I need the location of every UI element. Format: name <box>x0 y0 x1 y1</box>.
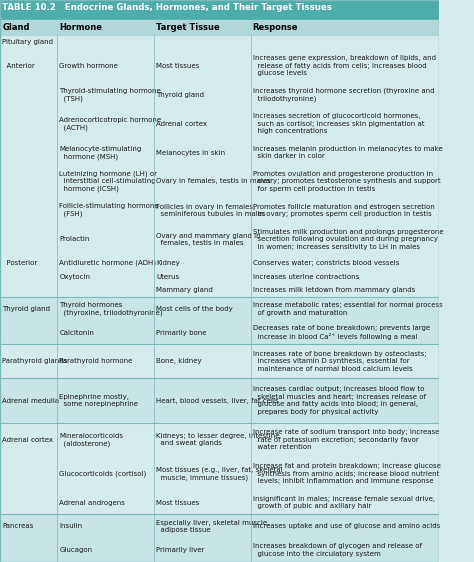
Bar <box>0 20 439 35</box>
Bar <box>0 423 439 457</box>
Text: Posterior: Posterior <box>2 260 37 266</box>
Bar <box>0 297 439 321</box>
Bar <box>0 283 439 297</box>
Text: Pancreas: Pancreas <box>2 523 34 529</box>
Text: Follicles in ovary in females,
  seminiferous tubules in males: Follicles in ovary in females, seminifer… <box>156 203 265 217</box>
Text: Follicle-stimulating hormone
  (FSH): Follicle-stimulating hormone (FSH) <box>59 203 159 217</box>
Text: Most tissues: Most tissues <box>156 63 199 69</box>
Text: Target Tissue: Target Tissue <box>156 23 220 32</box>
Text: Most tissues: Most tissues <box>156 500 199 506</box>
Text: Kidneys; to lesser degree, intestine
  and sweat glands: Kidneys; to lesser degree, intestine and… <box>156 433 280 446</box>
Text: Calcitonin: Calcitonin <box>59 329 94 336</box>
Text: Primarily bone: Primarily bone <box>156 329 207 336</box>
Text: Adrenocorticotropic hormone
  (ACTH): Adrenocorticotropic hormone (ACTH) <box>59 117 162 131</box>
Text: Bone, kidney: Bone, kidney <box>156 359 201 364</box>
Text: Pituitary gland: Pituitary gland <box>2 39 53 45</box>
Text: Gland: Gland <box>2 23 30 32</box>
Text: Prolactin: Prolactin <box>59 236 90 242</box>
Bar <box>0 514 439 538</box>
Text: Ovary and mammary gland in
  females, testis in males: Ovary and mammary gland in females, test… <box>156 233 261 246</box>
Bar <box>0 457 439 491</box>
Text: Increases uterine contractions: Increases uterine contractions <box>253 274 359 279</box>
Text: Kidney: Kidney <box>156 260 180 266</box>
Text: Uterus: Uterus <box>156 274 179 279</box>
Text: Increases milk letdown from mammary glands: Increases milk letdown from mammary glan… <box>253 287 415 293</box>
Text: Most tissues (e.g., liver, fat, skeletal
  muscle, immune tissues): Most tissues (e.g., liver, fat, skeletal… <box>156 466 283 481</box>
Text: Epinephrine mostly,
  some norepinephrine: Epinephrine mostly, some norepinephrine <box>59 394 138 407</box>
Text: Increases uptake and use of glucose and amino acids: Increases uptake and use of glucose and … <box>253 523 440 529</box>
Bar <box>0 256 439 270</box>
Text: Anterior: Anterior <box>2 63 35 69</box>
Text: Melanocytes in skin: Melanocytes in skin <box>156 149 225 156</box>
Text: Increases melanin production in melanocytes to make
  skin darker in color: Increases melanin production in melanocy… <box>253 146 442 160</box>
Text: Conserves water; constricts blood vessels: Conserves water; constricts blood vessel… <box>253 260 399 266</box>
Bar <box>0 107 439 140</box>
Bar <box>0 35 439 49</box>
Text: Adrenal medulla: Adrenal medulla <box>2 397 59 404</box>
Text: Stimulates milk production and prolongs progesterone
  secretion following ovula: Stimulates milk production and prolongs … <box>253 229 443 250</box>
Text: Parathyroid glands: Parathyroid glands <box>2 359 67 364</box>
Text: Glucocorticoids (cortisol): Glucocorticoids (cortisol) <box>59 470 146 477</box>
Text: Promotes follicle maturation and estrogen secretion
  in ovary; promotes sperm c: Promotes follicle maturation and estroge… <box>253 203 435 217</box>
Text: Mammary gland: Mammary gland <box>156 287 213 293</box>
Text: Heart, blood vessels, liver, fat cells: Heart, blood vessels, liver, fat cells <box>156 397 279 404</box>
Text: Increase metabolic rates; essential for normal process
  of growth and maturatio: Increase metabolic rates; essential for … <box>253 302 442 315</box>
Text: Increases secretion of glucocorticoid hormones,
  such as cortisol; increases sk: Increases secretion of glucocorticoid ho… <box>253 113 424 134</box>
Bar <box>0 345 439 378</box>
Text: Mineralocorticoids
  (aldosterone): Mineralocorticoids (aldosterone) <box>59 433 123 447</box>
Bar <box>0 83 439 107</box>
Text: Adrenal cortex: Adrenal cortex <box>156 121 207 126</box>
Text: Thyroid gland: Thyroid gland <box>156 92 204 98</box>
Text: Increases gene expression, breakdown of lipids, and
  release of fatty acids fro: Increases gene expression, breakdown of … <box>253 56 436 76</box>
Bar <box>0 0 439 20</box>
Text: Response: Response <box>253 23 298 32</box>
Text: Hormone: Hormone <box>59 23 102 32</box>
Text: Ovary in females, testis in males: Ovary in females, testis in males <box>156 179 271 184</box>
Bar <box>0 378 439 423</box>
Text: TABLE 10.2   Endocrine Glands, Hormones, and Their Target Tissues: TABLE 10.2 Endocrine Glands, Hormones, a… <box>2 2 332 12</box>
Text: Especially liver, skeletal muscle,
  adipose tissue: Especially liver, skeletal muscle, adipo… <box>156 520 269 533</box>
Text: Decreases rate of bone breakdown; prevents large
  increase in blood Ca²⁺ levels: Decreases rate of bone breakdown; preven… <box>253 325 430 340</box>
Text: Increase rate of sodium transport into body; increase
  rate of potassium excret: Increase rate of sodium transport into b… <box>253 429 439 450</box>
Text: Adrenal androgens: Adrenal androgens <box>59 500 125 506</box>
Text: Luteinizing hormone (LH) or
  interstitial cell-stimulating
  hormone (ICSH): Luteinizing hormone (LH) or interstitial… <box>59 170 157 193</box>
Text: Insulin: Insulin <box>59 523 82 529</box>
Text: Thyroid gland: Thyroid gland <box>2 306 50 312</box>
Bar <box>0 538 439 562</box>
Text: Parathyroid hormone: Parathyroid hormone <box>59 359 133 364</box>
Bar <box>0 222 439 256</box>
Text: Increases rate of bone breakdown by osteoclasts;
  increases vitamin D synthesis: Increases rate of bone breakdown by oste… <box>253 351 426 372</box>
Bar <box>0 321 439 345</box>
Text: Glucagon: Glucagon <box>59 547 92 553</box>
Text: Oxytocin: Oxytocin <box>59 274 91 279</box>
Bar <box>0 165 439 198</box>
Text: Thyroid-stimulating hormone
  (TSH): Thyroid-stimulating hormone (TSH) <box>59 88 161 102</box>
Text: Growth hormone: Growth hormone <box>59 63 118 69</box>
Text: Insignificant in males; increase female sexual drive,
  growth of pubic and axil: Insignificant in males; increase female … <box>253 496 435 509</box>
Bar <box>0 270 439 283</box>
Text: Most cells of the body: Most cells of the body <box>156 306 233 312</box>
Text: Increases cardiac output; increases blood flow to
  skeletal muscles and heart; : Increases cardiac output; increases bloo… <box>253 386 426 415</box>
Text: Increases breakdown of glycogen and release of
  glucose into the circulatory sy: Increases breakdown of glycogen and rele… <box>253 543 422 557</box>
Text: Thyroid hormones
  (thyroxine, triiodothyronine): Thyroid hormones (thyroxine, triiodothyr… <box>59 302 163 316</box>
Text: Increase fat and protein breakdown; increase glucose
  synthesis from amino acid: Increase fat and protein breakdown; incr… <box>253 463 441 484</box>
Bar <box>0 140 439 165</box>
Text: Adrenal cortex: Adrenal cortex <box>2 437 53 443</box>
Text: Primarily liver: Primarily liver <box>156 547 204 553</box>
Bar <box>0 49 439 83</box>
Text: Increases thyroid hormone secretion (thyroxine and
  triiodothyronine): Increases thyroid hormone secretion (thy… <box>253 88 434 102</box>
Bar <box>0 491 439 514</box>
Text: Antidiuretic hormone (ADH): Antidiuretic hormone (ADH) <box>59 260 156 266</box>
Bar <box>0 198 439 222</box>
Text: Melanocyte-stimulating
  hormone (MSH): Melanocyte-stimulating hormone (MSH) <box>59 146 142 160</box>
Text: Promotes ovulation and progesterone production in
  ovary; promotes testosterone: Promotes ovulation and progesterone prod… <box>253 171 440 192</box>
